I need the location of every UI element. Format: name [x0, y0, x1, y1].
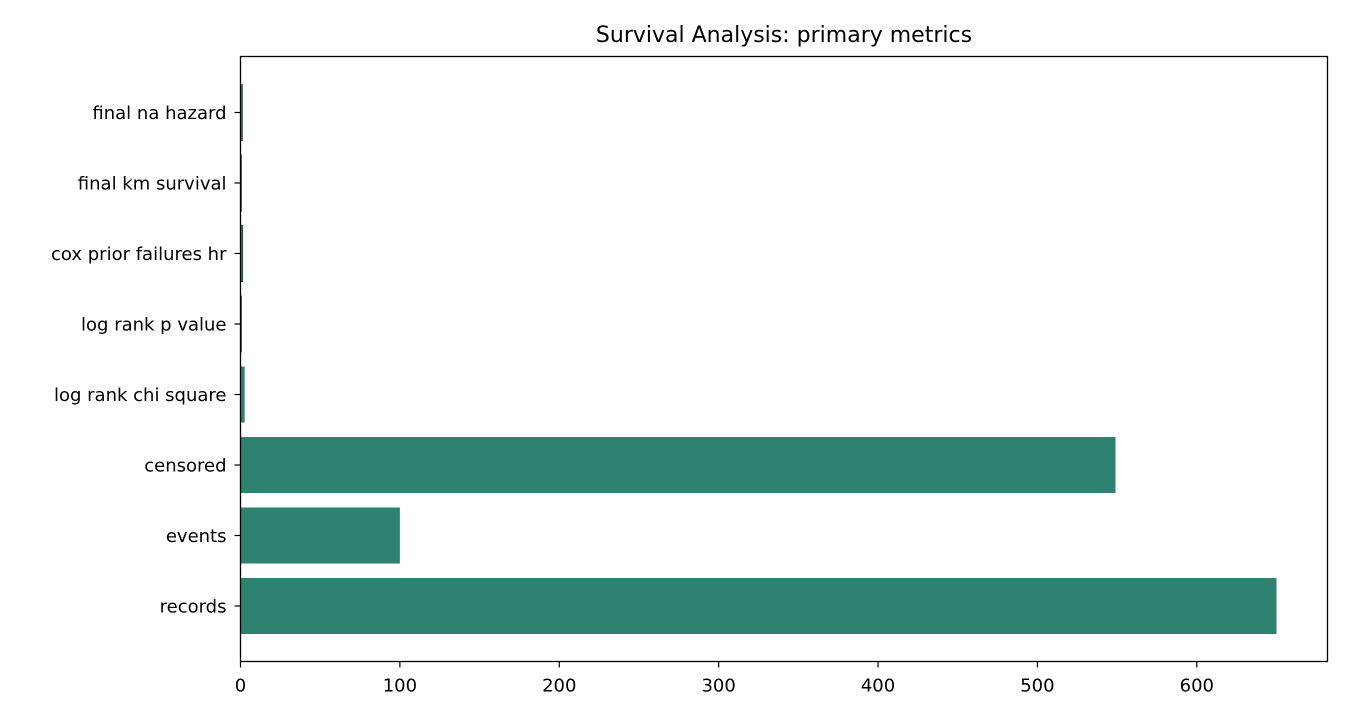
x-tick-label: 500 [1020, 676, 1054, 697]
x-tick-label: 0 [235, 676, 246, 697]
x-tick-label: 100 [383, 676, 417, 697]
category-label: events [166, 526, 227, 547]
category-label: censored [144, 456, 226, 477]
category-labels: records events censored log rank chi square… [51, 103, 241, 618]
category-label: records [160, 597, 227, 618]
bars-group [240, 84, 1277, 634]
bar-log-rank-chi-square [240, 366, 245, 423]
bar-censored [240, 437, 1116, 493]
bar-records [240, 578, 1277, 634]
x-tick-label: 200 [542, 676, 576, 697]
category-label: log rank p value [81, 315, 226, 336]
plot-frame [239, 55, 1329, 663]
x-tick-label: 400 [861, 676, 895, 697]
x-tick-label: 600 [1180, 676, 1214, 697]
category-label: log rank chi square [54, 385, 227, 406]
bar-events [240, 507, 400, 564]
category-label: final na hazard [92, 103, 226, 124]
x-tick-label: 300 [701, 676, 735, 697]
category-label: final km survival [78, 174, 227, 195]
category-label: cox prior failures hr [51, 244, 227, 265]
chart-title: Survival Analysis: primary metrics [596, 23, 972, 48]
x-axis-ticks: 0 100 200 300 400 500 600 [235, 661, 1214, 697]
